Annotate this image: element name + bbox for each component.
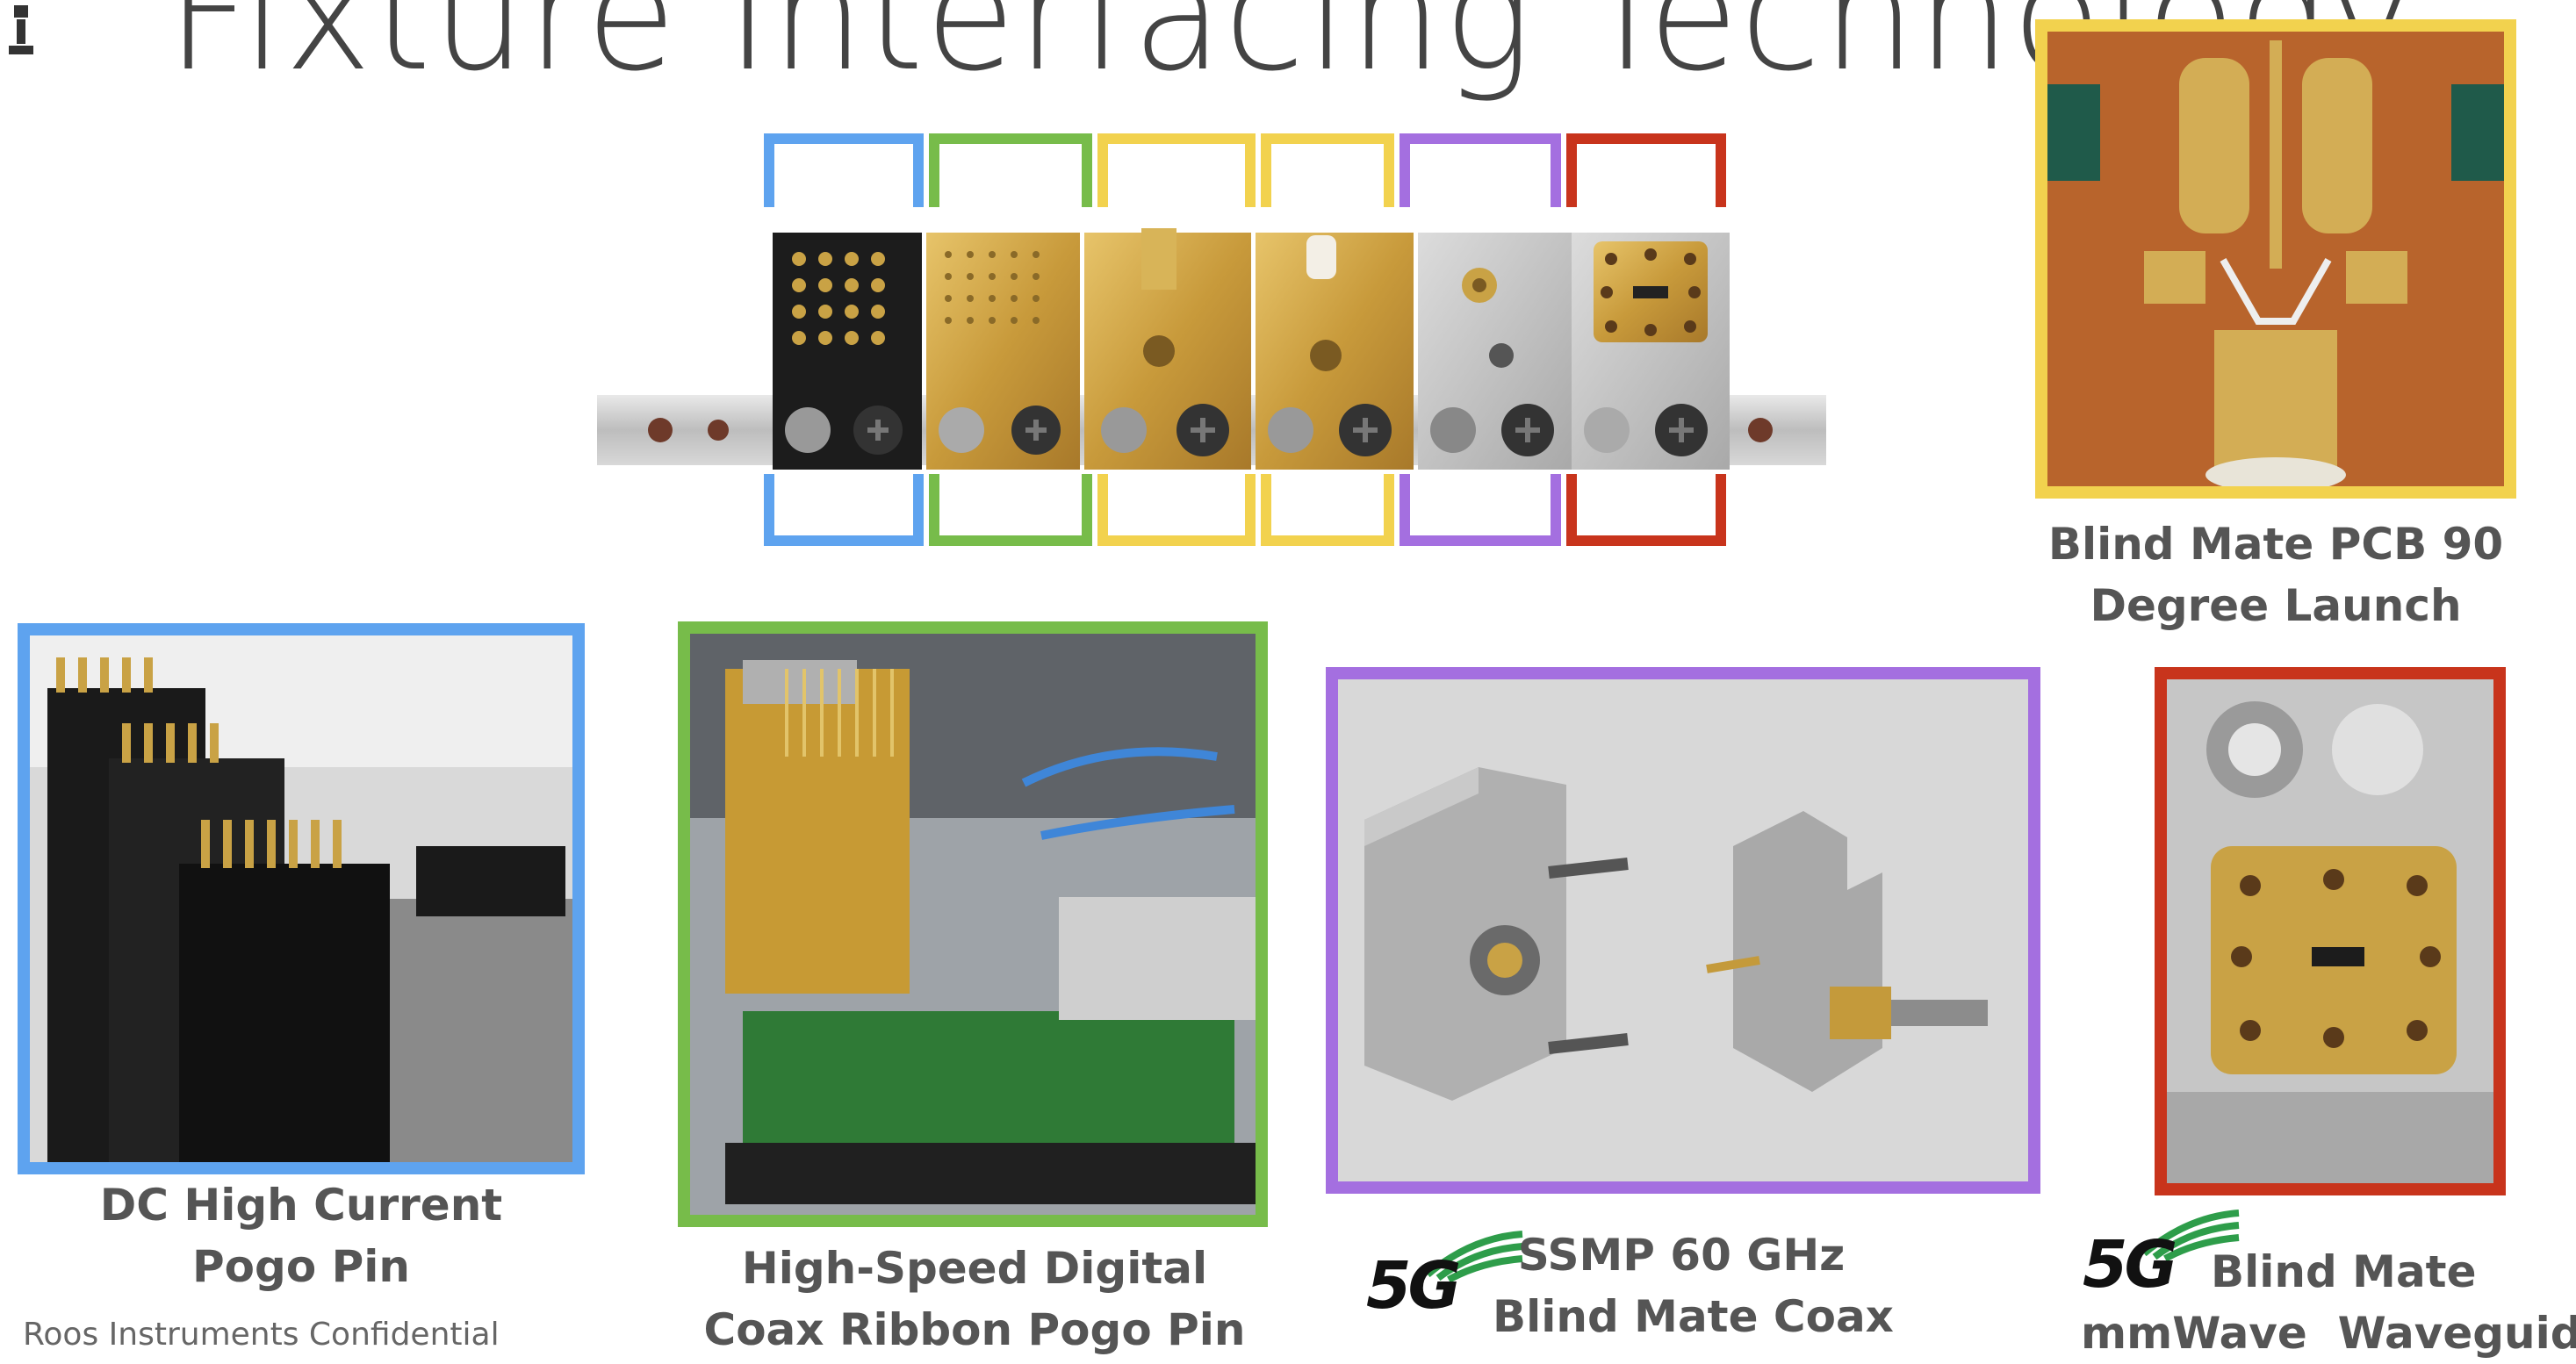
ssmp-photo-frame bbox=[1326, 667, 2040, 1194]
waveguide-photo bbox=[2167, 679, 2493, 1183]
waveguide-caption-line2: mmWave Waveguide bbox=[2081, 1308, 2576, 1359]
digital-pogo-caption-line2: Coax Ribbon Pogo Pin bbox=[703, 1304, 1246, 1355]
ssmp-5g-badge: 5G bbox=[1366, 1229, 1533, 1343]
digital-pogo-photo-frame bbox=[678, 621, 1268, 1227]
bracket-top-red bbox=[1566, 133, 1726, 207]
digital-pogo-caption: High-Speed Digital Coax Ribbon Pogo Pin bbox=[685, 1238, 1264, 1360]
bracket-bottom-green bbox=[929, 474, 1092, 546]
ssmp-photo bbox=[1338, 679, 2028, 1181]
waveguide-5g-label: 5G bbox=[2083, 1227, 2177, 1303]
bracket-top-green bbox=[929, 133, 1092, 207]
waveguide-5g-badge: 5G bbox=[2083, 1208, 2249, 1322]
ssmp-caption: SSMP 60 GHz Blind Mate Coax bbox=[1493, 1224, 1894, 1347]
bracket-bottom-purple bbox=[1400, 474, 1561, 546]
module-strip-graphic bbox=[597, 228, 1826, 470]
bracket-bottom-yellow-2 bbox=[1261, 474, 1394, 546]
bracket-top-yellow-2 bbox=[1261, 133, 1394, 207]
pcb-launch-caption-line1: Blind Mate PCB 90 bbox=[2047, 519, 2504, 570]
pcb-launch-caption: Blind Mate PCB 90 Degree Launch bbox=[2004, 513, 2548, 636]
bracket-top-purple bbox=[1400, 133, 1561, 207]
bracket-bottom-blue bbox=[764, 474, 924, 546]
ssmp-caption-line2: Blind Mate Coax bbox=[1493, 1291, 1894, 1342]
confidential-footer: Roos Instruments Confidential bbox=[23, 1317, 500, 1353]
waveguide-caption-line1: Blind Mate bbox=[2211, 1246, 2477, 1297]
pcb-launch-photo-frame bbox=[2035, 19, 2516, 499]
ssmp-caption-line1: SSMP 60 GHz bbox=[1517, 1230, 1846, 1281]
dc-pogo-photo-frame bbox=[18, 623, 585, 1174]
bracket-bottom-yellow-1 bbox=[1097, 474, 1256, 546]
waveguide-caption: Blind Mate mmWave Waveguide bbox=[2081, 1241, 2576, 1364]
bracket-bottom-red bbox=[1566, 474, 1726, 546]
dc-pogo-caption: DC High Current Pogo Pin bbox=[18, 1174, 585, 1297]
pcb-launch-photo bbox=[2047, 32, 2504, 492]
dc-pogo-caption-line2: Pogo Pin bbox=[192, 1241, 410, 1292]
waveguide-photo-frame bbox=[2155, 667, 2506, 1195]
dc-pogo-caption-line1: DC High Current bbox=[99, 1180, 503, 1231]
5g-signal-icon bbox=[1425, 1231, 1523, 1281]
module-strip bbox=[588, 132, 1835, 553]
pcb-launch-caption-line2: Degree Launch bbox=[2090, 580, 2462, 631]
digital-pogo-caption-line1: High-Speed Digital bbox=[741, 1243, 1208, 1294]
ssmp-5g-label: 5G bbox=[1366, 1248, 1461, 1324]
digital-pogo-photo bbox=[690, 634, 1256, 1215]
company-logo-icon bbox=[9, 5, 33, 54]
bracket-top-blue bbox=[764, 133, 924, 207]
bracket-top-yellow-1 bbox=[1097, 133, 1256, 207]
5g-signal-icon bbox=[2141, 1210, 2240, 1260]
dc-pogo-photo bbox=[30, 635, 572, 1162]
